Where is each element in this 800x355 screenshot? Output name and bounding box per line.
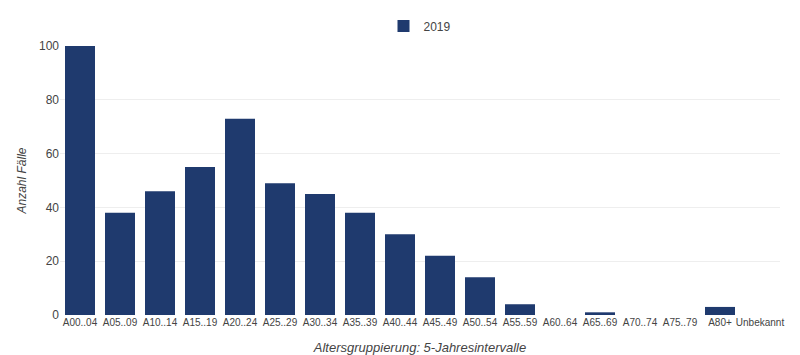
svg-text:A00..04: A00..04 (63, 317, 98, 328)
svg-text:A30..34: A30..34 (303, 317, 338, 328)
svg-text:Anzahl Fälle: Anzahl Fälle (15, 147, 29, 214)
svg-text:2019: 2019 (424, 20, 451, 34)
svg-text:20: 20 (46, 254, 60, 268)
svg-text:Altersgruppierung: 5-Jahresint: Altersgruppierung: 5-Jahresintervalle (313, 340, 526, 355)
svg-text:100: 100 (39, 39, 59, 53)
svg-text:A10..14: A10..14 (143, 317, 178, 328)
svg-text:A55..59: A55..59 (503, 317, 538, 328)
svg-text:0: 0 (52, 308, 59, 322)
svg-text:A65..69: A65..69 (583, 317, 618, 328)
svg-text:A40..44: A40..44 (383, 317, 418, 328)
svg-text:A05..09: A05..09 (103, 317, 138, 328)
svg-text:A45..49: A45..49 (423, 317, 458, 328)
svg-text:A70..74: A70..74 (623, 317, 658, 328)
svg-text:A20..24: A20..24 (223, 317, 258, 328)
svg-text:A50..54: A50..54 (463, 317, 498, 328)
svg-text:A75..79: A75..79 (663, 317, 698, 328)
svg-text:40: 40 (46, 201, 60, 215)
svg-text:A15..19: A15..19 (183, 317, 218, 328)
svg-text:A25..29: A25..29 (263, 317, 298, 328)
svg-text:A80+: A80+ (708, 317, 732, 328)
svg-text:60: 60 (46, 147, 60, 161)
svg-text:80: 80 (46, 93, 60, 107)
svg-text:A60..64: A60..64 (543, 317, 578, 328)
svg-text:Unbekannt: Unbekannt (736, 317, 785, 328)
svg-text:A35..39: A35..39 (343, 317, 378, 328)
